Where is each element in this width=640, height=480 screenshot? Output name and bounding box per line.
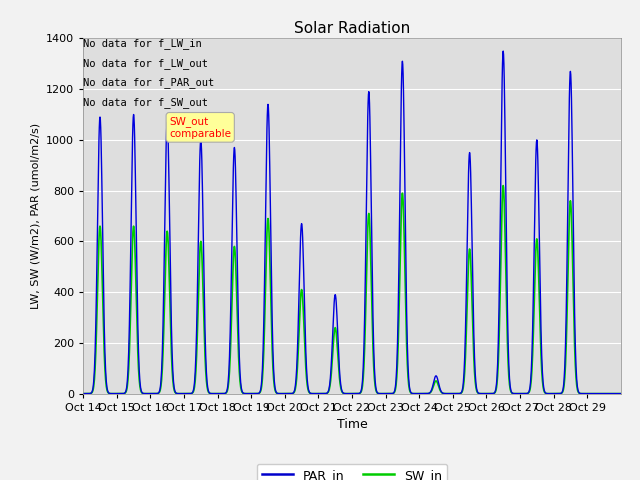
- SW_in: [328, 370, 335, 376]
- Text: No data for f_LW_out: No data for f_LW_out: [83, 58, 208, 69]
- Y-axis label: LW, SW (W/m2), PAR (umol/m2/s): LW, SW (W/m2), PAR (umol/m2/s): [31, 123, 40, 309]
- Text: No data for f_PAR_out: No data for f_PAR_out: [83, 77, 214, 88]
- Line: PAR_in: PAR_in: [83, 51, 620, 394]
- PAR_in: [338, 386, 346, 392]
- SW_in: [338, 388, 346, 394]
- Text: No data for f_LW_in: No data for f_LW_in: [83, 38, 202, 49]
- SW_in: [557, 390, 565, 396]
- Line: SW_in: SW_in: [83, 186, 620, 394]
- Legend: PAR_in, SW_in: PAR_in, SW_in: [257, 464, 447, 480]
- Text: SW_out
comparable: SW_out comparable: [169, 117, 231, 139]
- PAR_in: [79, 391, 87, 396]
- PAR_in: [499, 48, 507, 54]
- Text: No data for f_SW_out: No data for f_SW_out: [83, 97, 208, 108]
- SW_in: [79, 391, 87, 396]
- PAR_in: [610, 391, 618, 396]
- SW_in: [616, 391, 624, 396]
- PAR_in: [616, 391, 624, 396]
- PAR_in: [557, 390, 565, 396]
- PAR_in: [328, 360, 335, 366]
- SW_in: [499, 183, 507, 189]
- SW_in: [163, 228, 171, 234]
- SW_in: [610, 391, 618, 396]
- X-axis label: Time: Time: [337, 418, 367, 431]
- Title: Solar Radiation: Solar Radiation: [294, 21, 410, 36]
- SW_in: [478, 391, 486, 396]
- PAR_in: [478, 391, 486, 396]
- PAR_in: [163, 119, 171, 125]
